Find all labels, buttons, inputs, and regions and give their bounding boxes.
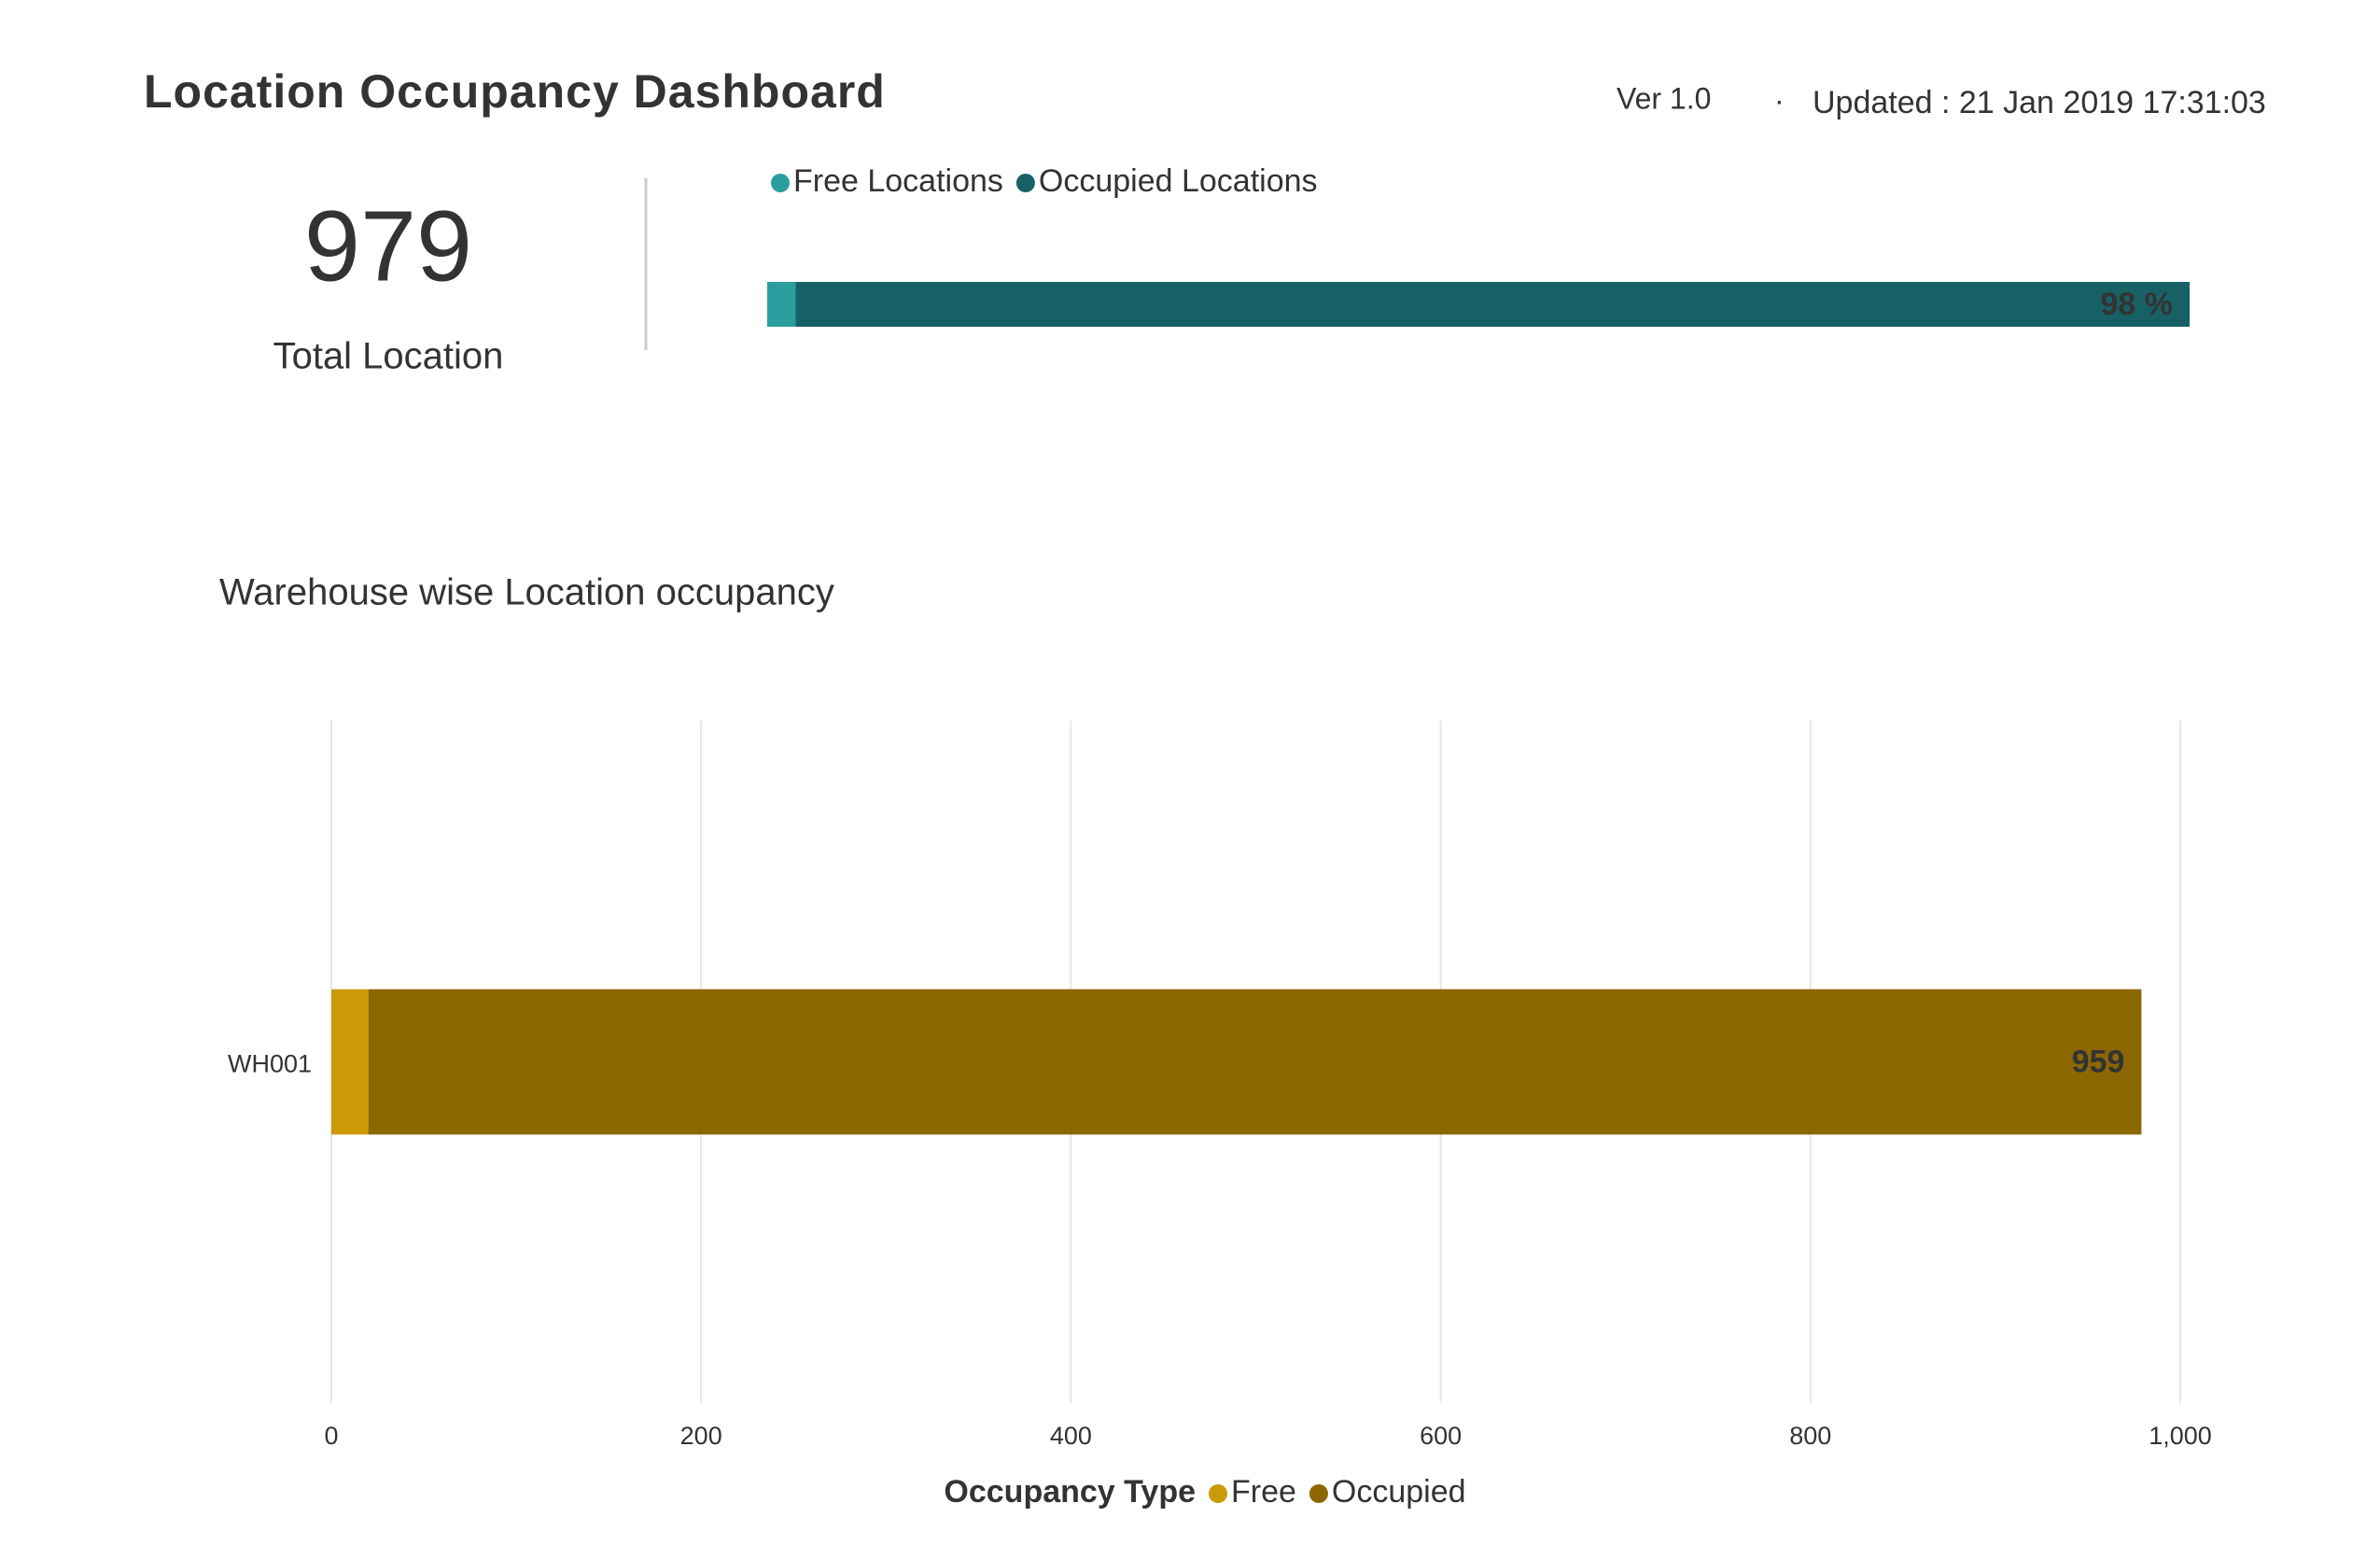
- separator: ·: [1774, 83, 1785, 117]
- bar-segment: [368, 989, 2142, 1135]
- legend-label: Free Locations: [793, 163, 1003, 199]
- x-tick-label: 600: [1420, 1422, 1462, 1450]
- y-tick-label: WH001: [228, 1050, 312, 1078]
- bar-segment: [331, 989, 369, 1135]
- x-tick-label: 1,000: [2149, 1422, 2212, 1450]
- legend-label: Occupied Locations: [1039, 163, 1318, 199]
- chart-title: Warehouse wise Location occupancy: [219, 572, 834, 613]
- bar-segment: [767, 282, 796, 327]
- x-tick-label: 200: [680, 1422, 722, 1450]
- legend-marker: [1015, 174, 1035, 192]
- version: Ver 1.0: [1617, 81, 1711, 115]
- kpi-value: 979: [304, 190, 472, 302]
- data-label: 98 %: [2101, 287, 2174, 322]
- legend-title: Occupancy Type: [944, 1474, 1196, 1510]
- legend-marker: [1209, 1484, 1228, 1503]
- legend-marker: [1309, 1484, 1328, 1503]
- legend-marker: [771, 174, 790, 192]
- x-tick-label: 0: [324, 1422, 338, 1450]
- bar-segment: [795, 282, 2190, 327]
- data-label: 959: [2072, 1044, 2125, 1079]
- updated-time: Updated : 21 Jan 2019 17:31:03: [1813, 85, 2266, 120]
- kpi-label: Total Location: [273, 336, 504, 377]
- legend-label: Free: [1231, 1474, 1296, 1510]
- legend-label: Occupied: [1332, 1474, 1466, 1510]
- dashboard-title: Location Occupancy Dashboard: [144, 65, 886, 118]
- x-tick-label: 400: [1050, 1422, 1092, 1450]
- x-tick-label: 800: [1789, 1422, 1831, 1450]
